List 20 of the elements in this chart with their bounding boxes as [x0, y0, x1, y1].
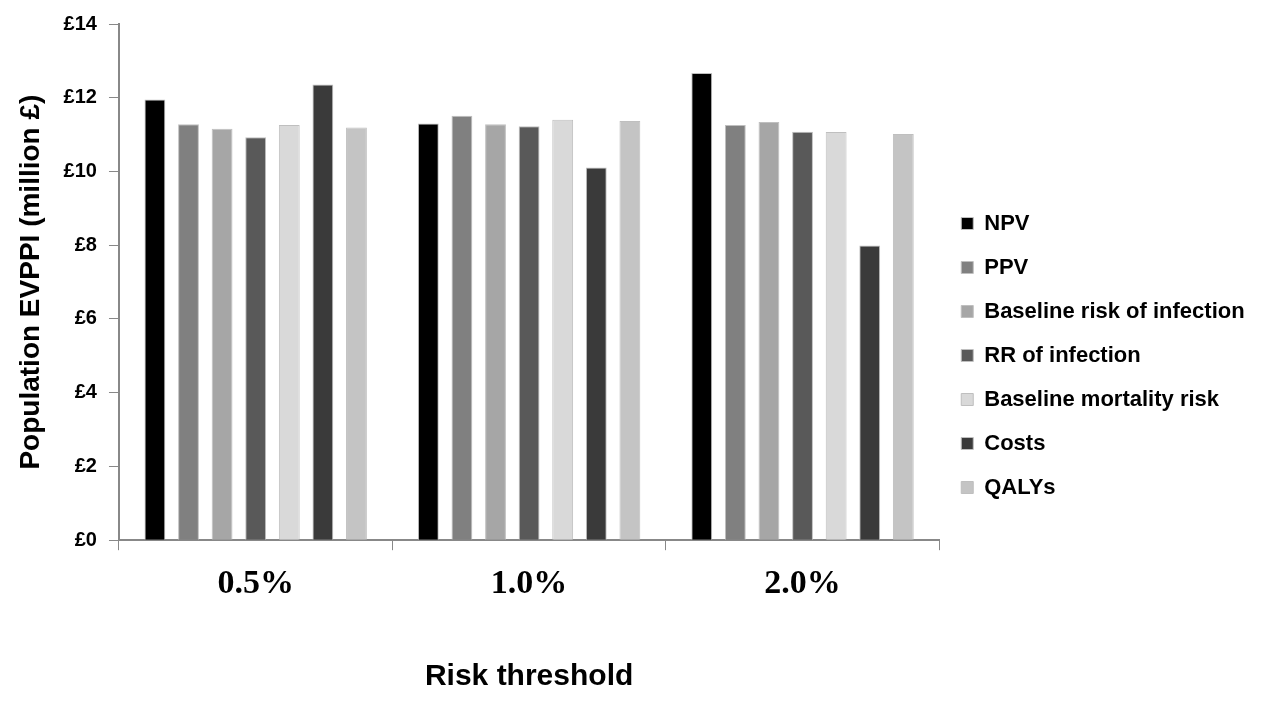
y-tick-label: £10 — [63, 159, 97, 181]
legend-label: RR of infection — [984, 341, 1141, 367]
legend-label: PPV — [984, 253, 1029, 279]
legend-label: Baseline mortality risk — [984, 385, 1220, 411]
y-tick-label: £14 — [63, 11, 98, 34]
y-tick-label: £2 — [74, 453, 97, 476]
x-axis-title: Risk threshold — [424, 658, 634, 692]
y-tick-label: £4 — [74, 380, 98, 403]
y-tick-label: £12 — [63, 85, 97, 108]
x-tick-label: 1.0% — [490, 563, 568, 601]
legend-label: Costs — [984, 429, 1046, 455]
legend-label: Baseline risk of infection — [984, 297, 1245, 323]
y-tick-label: £0 — [74, 527, 97, 550]
y-tick-label: £8 — [74, 232, 97, 255]
legend-label: NPV — [984, 209, 1030, 235]
x-tick-label: 2.0% — [764, 563, 841, 601]
y-tick-label: £6 — [74, 306, 97, 329]
legend-label: QALYs — [984, 473, 1056, 499]
x-tick-label: 0.5% — [217, 563, 294, 601]
y-axis-title: Population EVPPI (million £) — [13, 94, 45, 470]
